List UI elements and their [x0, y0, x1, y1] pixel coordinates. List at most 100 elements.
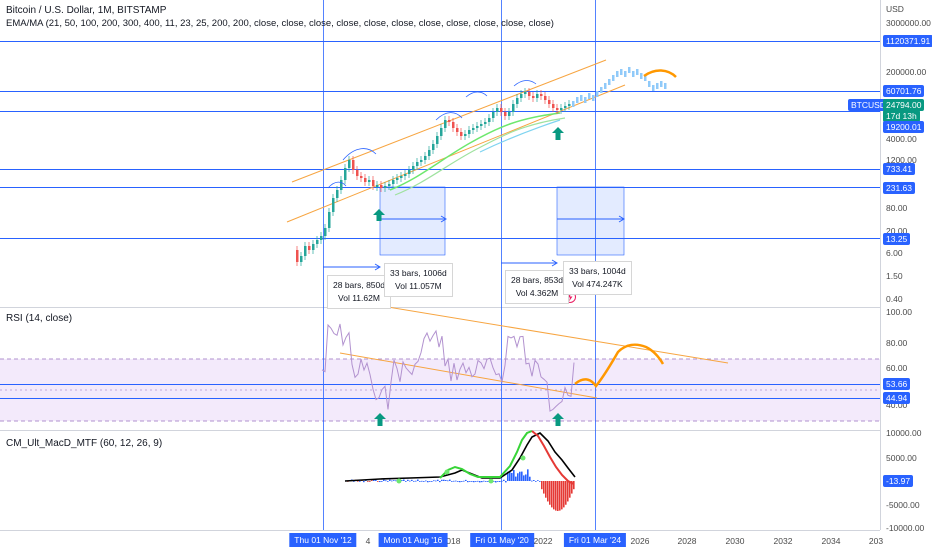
candle [512, 104, 515, 112]
macd-histogram[interactable] [345, 469, 575, 511]
buy-arrow-up-icon [373, 209, 385, 221]
projected-bar [620, 69, 623, 75]
year-label: 2030 [725, 536, 745, 546]
candle [468, 130, 471, 134]
projected-bar [596, 91, 599, 97]
range-note-volume: Vol 4.362M [515, 288, 559, 298]
price-candles[interactable] [296, 88, 571, 266]
price-scale-label: 1200.00 [886, 155, 917, 165]
projected-bars[interactable] [572, 67, 667, 107]
candle [316, 240, 319, 244]
candle [560, 108, 563, 110]
macd-hist-bar [469, 481, 471, 482]
ema-legend[interactable]: EMA/MA (21, 50, 100, 200, 300, 400, 11, … [6, 18, 554, 29]
symbol-title[interactable]: Bitcoin / U.S. Dollar, 1M, BITSTAMP [6, 5, 167, 16]
macd-hist-bar [463, 480, 465, 482]
cycle-top-arc [342, 148, 377, 161]
range-note-cycle2-proj[interactable]: 33 bars, 1004d Vol 474.247K [563, 261, 632, 295]
date-label-2012[interactable]: Thu 01 Nov '12 [289, 533, 357, 547]
candle [536, 94, 539, 98]
bar-countdown: 17d 13h [883, 110, 920, 122]
rsi-projection-line[interactable] [574, 343, 665, 389]
macd-hist-bar [383, 479, 385, 481]
price-scale-label: 3000000.00 [886, 18, 931, 28]
macd-hist-bar [485, 480, 487, 482]
candle [428, 150, 431, 156]
candle [432, 144, 435, 150]
range-note-cycle1-proj[interactable]: 33 bars, 1006d Vol 11.057M [384, 263, 453, 297]
candle [480, 124, 483, 126]
rsi-scale-label: 80.00 [886, 338, 908, 348]
date-label-2020[interactable]: Fri 01 May '20 [470, 533, 534, 547]
candle [336, 190, 339, 198]
rsi-trend-upper[interactable] [344, 299, 729, 364]
lightning-glyph [567, 292, 573, 302]
macd-hist-bar [411, 479, 413, 481]
macd-hist-bar [403, 479, 405, 481]
date-range-arrow [551, 259, 558, 267]
candle [508, 112, 511, 116]
macd-hist-bar [439, 481, 441, 483]
candle [380, 185, 383, 188]
price-scale-label: 20.00 [886, 226, 908, 236]
macd-hist-bar [533, 480, 535, 481]
rsi-line[interactable] [321, 323, 575, 412]
price-projection-arc[interactable] [643, 69, 677, 78]
range-note-cycle2[interactable]: 28 bars, 853d Vol 4.362M [505, 270, 569, 304]
range-note-bars: 33 bars, 1006d [390, 268, 447, 278]
price-tag-19k: 19200.01 [883, 121, 925, 133]
candle [544, 96, 547, 100]
macd-hist-bar [531, 480, 533, 482]
candle [464, 134, 467, 136]
macd-hist-bar [525, 474, 527, 481]
candle [548, 100, 551, 104]
range-note-cycle1[interactable]: 28 bars, 850d Vol 11.62M [327, 275, 391, 309]
rsi-trend-lower[interactable] [339, 352, 598, 399]
rsi-legend[interactable]: RSI (14, close) [6, 313, 73, 324]
candle [412, 166, 415, 170]
candle [356, 170, 359, 176]
macd-hist-bar [467, 481, 469, 483]
projected-bar [592, 95, 595, 101]
macd-hist-bar [379, 481, 381, 483]
rsi-tag-a: 53.66 [883, 378, 911, 390]
projected-bar [588, 93, 591, 99]
macd-signal-green[interactable] [439, 430, 533, 479]
date-label-2024[interactable]: Fri 01 Mar '24 [563, 533, 627, 547]
range-note-bars: 28 bars, 850d [333, 280, 385, 290]
macd-hist-bar [375, 479, 377, 481]
projected-bar [584, 97, 587, 103]
range-box-cycle2[interactable] [556, 186, 625, 256]
candle [392, 180, 395, 184]
rsi-scale-label: 60.00 [886, 363, 908, 373]
candle [516, 98, 519, 104]
ema-line [394, 117, 566, 196]
macd-hist-bar [537, 480, 539, 481]
macd-hist-bar [573, 481, 575, 490]
range-box-cycle1[interactable] [379, 186, 446, 256]
candle [396, 178, 399, 180]
macd-cross-dot [488, 478, 494, 484]
macd-hist-bar [565, 481, 567, 505]
macd-hist-bar [475, 481, 477, 482]
macd-signal-red[interactable] [531, 430, 575, 485]
macd-hist-bar [389, 479, 391, 481]
macd-hist-bar [357, 480, 359, 482]
candle [308, 246, 311, 250]
macd-hist-bar [447, 480, 449, 482]
macd-legend[interactable]: CM_Ult_MacD_MTF (60, 12, 26, 9) [6, 438, 163, 449]
macd-hist-bar [535, 481, 537, 482]
macd-hist-bar [381, 480, 383, 482]
projected-bar [664, 83, 667, 89]
candle [416, 162, 419, 166]
date-label-2016[interactable]: Mon 01 Aug '16 [378, 533, 448, 547]
macd-hist-bar [465, 479, 467, 481]
macd-hist-bar [441, 479, 443, 481]
macd-hist-bar [497, 481, 499, 482]
macd-hist-bar [373, 480, 375, 481]
macd-hist-bar [479, 481, 481, 483]
ma-line [479, 119, 561, 153]
macd-hist-bar [459, 481, 461, 483]
year-label: 2022 [533, 536, 553, 546]
